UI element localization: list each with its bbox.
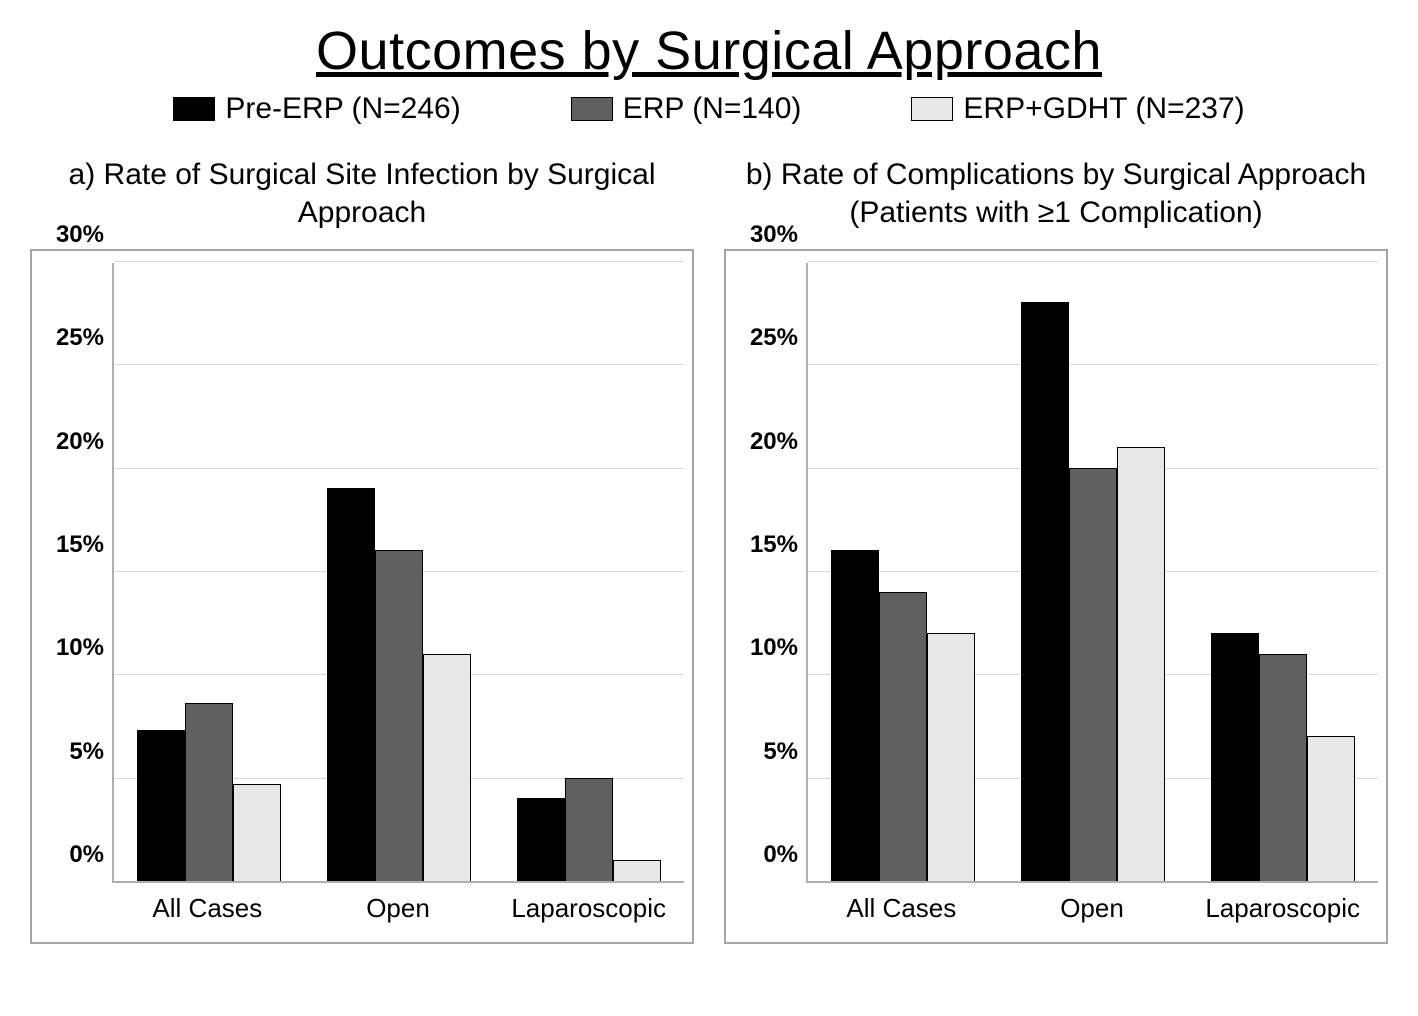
- bar-groups: [808, 263, 1378, 881]
- bar-group: [327, 488, 471, 881]
- x-axis-labels: All CasesOpenLaparoscopic: [40, 883, 684, 942]
- bar: [1117, 447, 1165, 881]
- y-tick-label: 25%: [750, 324, 798, 352]
- legend-item: ERP (N=140): [571, 92, 802, 126]
- bar: [565, 778, 613, 881]
- y-tick-label: 10%: [56, 634, 104, 662]
- y-tick-label: 10%: [750, 634, 798, 662]
- legend-swatch: [173, 97, 215, 121]
- bar: [423, 654, 471, 881]
- y-tick-label: 15%: [750, 531, 798, 559]
- legend-swatch: [911, 97, 953, 121]
- bar: [1259, 654, 1307, 881]
- legend-label: ERP (N=140): [623, 92, 802, 126]
- plot-area: [112, 263, 684, 883]
- bar: [1021, 302, 1069, 881]
- legend-item: Pre-ERP (N=246): [173, 92, 460, 126]
- y-tick-label: 15%: [56, 531, 104, 559]
- main-title: Outcomes by Surgical Approach: [30, 20, 1388, 82]
- bar-groups: [114, 263, 684, 881]
- x-tick-label: Laparoscopic: [1187, 893, 1378, 924]
- bar: [1211, 633, 1259, 881]
- y-axis: 0%5%10%15%20%25%30%: [40, 263, 112, 883]
- bar-group: [137, 703, 281, 881]
- bar: [879, 592, 927, 881]
- legend-swatch: [571, 97, 613, 121]
- bar: [327, 488, 375, 881]
- y-axis: 0%5%10%15%20%25%30%: [734, 263, 806, 883]
- bar: [1069, 468, 1117, 881]
- bar-group: [1211, 633, 1355, 881]
- panels-row: a) Rate of Surgical Site Infection by Su…: [30, 156, 1388, 944]
- y-tick-label: 5%: [69, 738, 104, 766]
- panel-a: a) Rate of Surgical Site Infection by Su…: [30, 156, 694, 944]
- legend-item: ERP+GDHT (N=237): [911, 92, 1244, 126]
- y-tick-label: 20%: [750, 428, 798, 456]
- plot-area: [806, 263, 1378, 883]
- y-tick-label: 25%: [56, 324, 104, 352]
- bar: [1307, 736, 1355, 881]
- bar: [233, 784, 281, 881]
- grid-line: [114, 261, 684, 262]
- bar: [375, 550, 423, 881]
- y-tick-label: 0%: [763, 841, 798, 869]
- y-tick-label: 30%: [750, 221, 798, 249]
- panel-title: a) Rate of Surgical Site Infection by Su…: [30, 156, 694, 241]
- bar: [927, 633, 975, 881]
- y-tick-label: 5%: [763, 738, 798, 766]
- legend-label: Pre-ERP (N=246): [225, 92, 460, 126]
- x-tick-label: Laparoscopic: [493, 893, 684, 924]
- x-axis-labels: All CasesOpenLaparoscopic: [734, 883, 1378, 942]
- y-tick-label: 30%: [56, 221, 104, 249]
- bar: [185, 703, 233, 881]
- x-tick-label: Open: [997, 893, 1188, 924]
- bar-group: [517, 778, 661, 881]
- chart-frame: 0%5%10%15%20%25%30%All CasesOpenLaparosc…: [724, 249, 1388, 944]
- x-tick-label: All Cases: [806, 893, 997, 924]
- x-tick-label: Open: [303, 893, 494, 924]
- legend-label: ERP+GDHT (N=237): [963, 92, 1244, 126]
- chart-frame: 0%5%10%15%20%25%30%All CasesOpenLaparosc…: [30, 249, 694, 944]
- y-tick-label: 0%: [69, 841, 104, 869]
- bar: [137, 730, 185, 881]
- x-tick-label: All Cases: [112, 893, 303, 924]
- bar-group: [831, 550, 975, 881]
- panel-b: b) Rate of Complications by Surgical App…: [724, 156, 1388, 944]
- legend: Pre-ERP (N=246) ERP (N=140) ERP+GDHT (N=23…: [30, 92, 1388, 126]
- bar: [831, 550, 879, 881]
- bar-group: [1021, 302, 1165, 881]
- grid-line: [808, 261, 1378, 262]
- bar: [613, 860, 661, 881]
- panel-title: b) Rate of Complications by Surgical App…: [724, 156, 1388, 241]
- bar: [517, 798, 565, 881]
- y-tick-label: 20%: [56, 428, 104, 456]
